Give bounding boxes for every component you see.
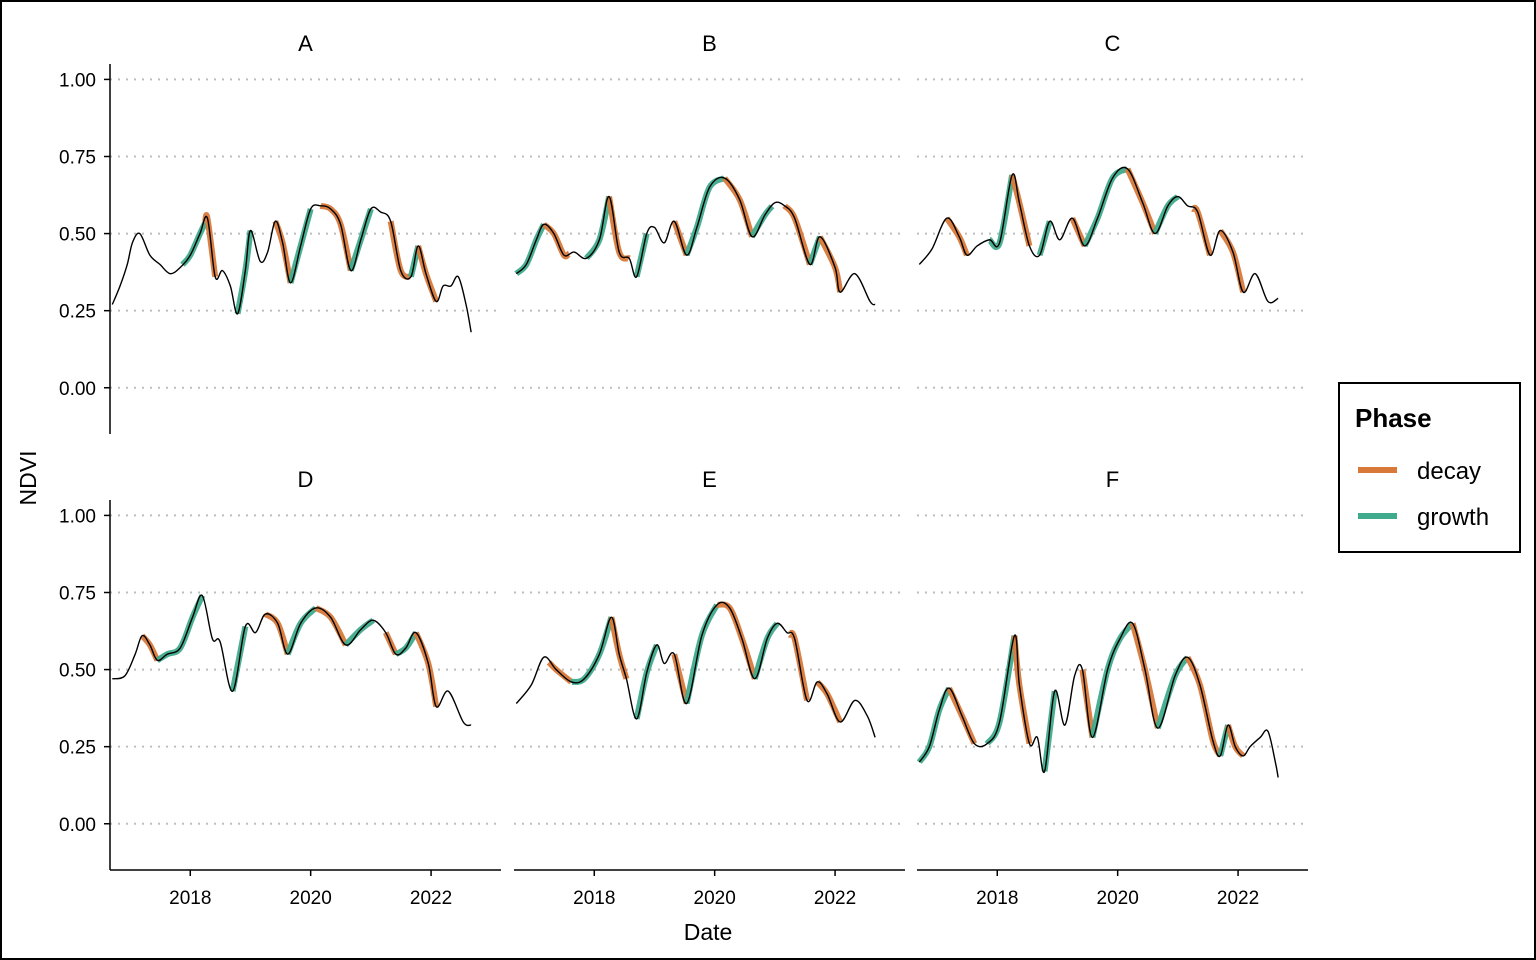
panel-B: B bbox=[514, 31, 905, 389]
ndvi-series-line bbox=[112, 594, 472, 727]
panel-title: B bbox=[702, 31, 717, 56]
x-tick-label: 2020 bbox=[290, 888, 332, 909]
y-axis-title: NDVI bbox=[15, 451, 41, 506]
y-tick-label: 0.25 bbox=[59, 738, 96, 759]
legend-entries: decay growth bbox=[1358, 458, 1489, 531]
facet-panels: A 0.00 0.25 0.50 0.75 1.00 B C D 0.00 0.25 0.50 0.75… bbox=[59, 31, 1308, 909]
y-tick-label: 0.00 bbox=[59, 815, 96, 836]
x-axis-title: Date bbox=[684, 919, 733, 945]
legend-title: Phase bbox=[1355, 403, 1432, 433]
panel-D: D 0.00 0.25 0.50 0.75 1.00 2018 2020 2022 bbox=[59, 467, 501, 909]
legend-label-growth: growth bbox=[1417, 504, 1489, 531]
x-tick-label: 2020 bbox=[1097, 888, 1139, 909]
panel-title: E bbox=[702, 467, 717, 492]
x-tick-label: 2018 bbox=[169, 888, 211, 909]
y-tick-label: 0.75 bbox=[59, 584, 96, 605]
y-tick-label: 0.50 bbox=[59, 661, 96, 682]
y-tick-label: 1.00 bbox=[59, 506, 96, 527]
x-tick-label: 2018 bbox=[573, 888, 615, 909]
panel-title: A bbox=[298, 31, 313, 56]
y-tick-label: 1.00 bbox=[59, 70, 96, 91]
ndvi-series-line bbox=[515, 176, 876, 306]
legend-label-decay: decay bbox=[1417, 458, 1481, 485]
panel-title: F bbox=[1106, 467, 1119, 492]
panel-title: D bbox=[298, 467, 314, 492]
y-tick-label: 0.25 bbox=[59, 302, 96, 323]
ndvi-series-line bbox=[918, 166, 1279, 304]
y-tick-label: 0.50 bbox=[59, 225, 96, 246]
x-tick-label: 2022 bbox=[410, 888, 452, 909]
panel-C: C bbox=[917, 31, 1308, 389]
panel-A: A 0.00 0.25 0.50 0.75 1.00 bbox=[59, 31, 501, 434]
ndvi-series-line bbox=[918, 621, 1279, 778]
legend: Phase decay growth bbox=[1338, 382, 1521, 553]
ndvi-series-line bbox=[111, 204, 472, 333]
panel-E: E 2018 2020 2022 bbox=[514, 467, 905, 909]
x-tick-label: 2022 bbox=[1217, 888, 1259, 909]
x-tick-label: 2018 bbox=[976, 888, 1018, 909]
y-tick-label: 0.00 bbox=[59, 379, 96, 400]
x-tick-label: 2022 bbox=[814, 888, 856, 909]
ndvi-series-line bbox=[515, 601, 876, 738]
y-tick-label: 0.75 bbox=[59, 148, 96, 169]
panel-title: C bbox=[1105, 31, 1121, 56]
panel-F: F 2018 2020 2022 bbox=[916, 467, 1308, 909]
x-tick-label: 2020 bbox=[694, 888, 736, 909]
